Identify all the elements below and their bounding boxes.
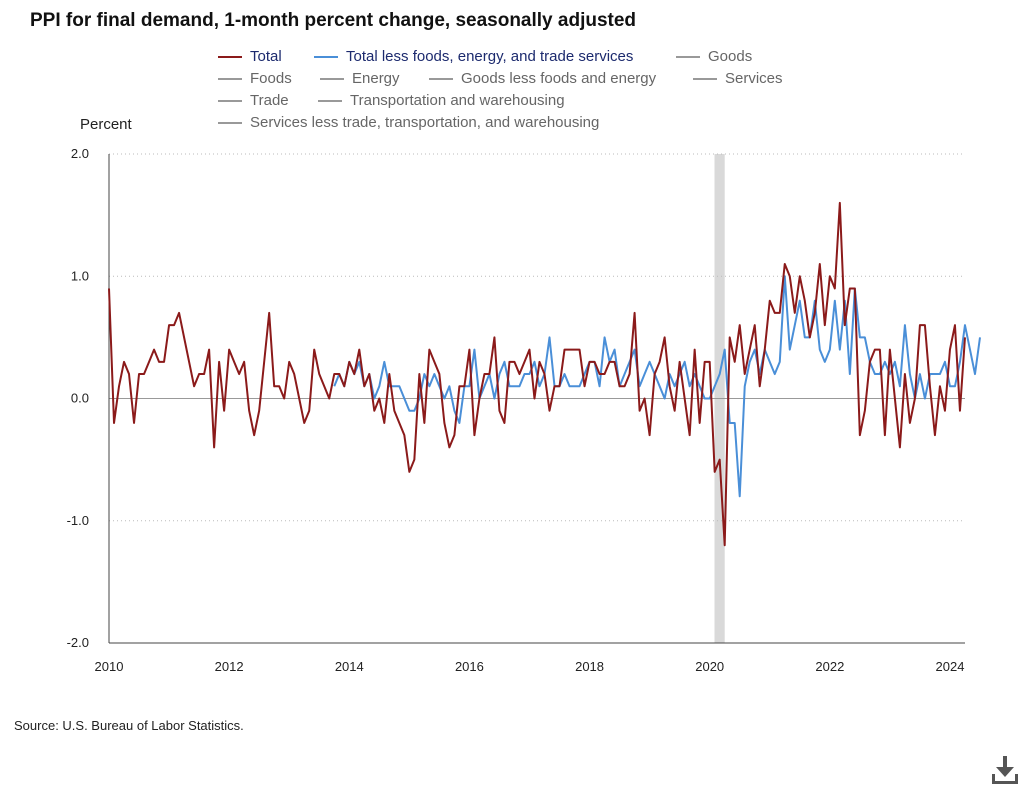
series-line-total-less-foods-energy-trade xyxy=(333,275,981,498)
y-tick-label: -1.0 xyxy=(67,513,89,528)
legend-label: Services xyxy=(725,70,783,87)
legend-label: Total xyxy=(250,48,282,65)
legend-swatch xyxy=(218,55,242,58)
x-tick-label: 2022 xyxy=(815,659,844,674)
legend-label: Goods less foods and energy xyxy=(461,70,657,87)
source-note: Source: U.S. Bureau of Labor Statistics. xyxy=(14,718,244,733)
download-button[interactable] xyxy=(990,754,1020,786)
legend-swatch xyxy=(693,77,717,80)
x-tick-label: 2010 xyxy=(95,659,124,674)
series-line-total xyxy=(108,201,966,547)
y-tick-label: -2.0 xyxy=(67,635,89,650)
chart-title: PPI for final demand, 1-month percent ch… xyxy=(30,10,637,31)
download-icon xyxy=(992,756,1018,784)
x-tick-label: 2018 xyxy=(575,659,604,674)
legend-label: Transportation and warehousing xyxy=(350,92,565,109)
legend-swatch xyxy=(218,77,242,80)
legend-swatch xyxy=(676,55,700,58)
y-axis-label: Percent xyxy=(80,116,132,133)
legend-item-transportation-warehousing[interactable]: Transportation and warehousing xyxy=(318,92,565,109)
legend-swatch xyxy=(429,77,453,80)
legend-label: Goods xyxy=(708,48,753,65)
legend-item-services[interactable]: Services xyxy=(693,70,783,87)
legend-item-foods[interactable]: Foods xyxy=(218,70,292,87)
legend-item-energy[interactable]: Energy xyxy=(320,70,400,87)
legend-label: Trade xyxy=(250,92,289,109)
x-tick-label: 2020 xyxy=(695,659,724,674)
legend-item-goods[interactable]: Goods xyxy=(676,48,752,65)
x-tick-label: 2016 xyxy=(455,659,484,674)
legend-item-total-less-foods-energy-trade[interactable]: Total less foods, energy, and trade serv… xyxy=(314,48,633,65)
legend-label: Total less foods, energy, and trade serv… xyxy=(346,48,634,65)
y-tick-label: 2.0 xyxy=(71,146,89,161)
legend-swatch xyxy=(218,121,242,124)
legend-label: Foods xyxy=(250,70,292,87)
legend-swatch xyxy=(218,99,242,102)
legend-label: Energy xyxy=(352,70,400,87)
legend-item-total[interactable]: Total xyxy=(218,48,282,65)
legend-item-services-less-trade-transport[interactable]: Services less trade, transportation, and… xyxy=(218,114,599,131)
legend-swatch xyxy=(320,77,344,80)
x-tick-label: 2014 xyxy=(335,659,364,674)
line-chart: 2.0 1.0 0.0 -1.0 -2.0 2010 2012 2014 2016 2018 202… xyxy=(67,146,981,674)
legend-item-goods-less-foods-energy[interactable]: Goods less foods and energy xyxy=(429,70,656,87)
legend-item-trade[interactable]: Trade xyxy=(218,92,289,109)
legend-swatch xyxy=(318,99,342,102)
legend-label: Services less trade, transportation, and… xyxy=(250,114,600,131)
y-tick-label: 1.0 xyxy=(71,268,89,283)
x-tick-label: 2024 xyxy=(936,659,965,674)
x-tick-label: 2012 xyxy=(215,659,244,674)
legend-swatch xyxy=(314,55,338,58)
y-tick-label: 0.0 xyxy=(71,391,89,406)
